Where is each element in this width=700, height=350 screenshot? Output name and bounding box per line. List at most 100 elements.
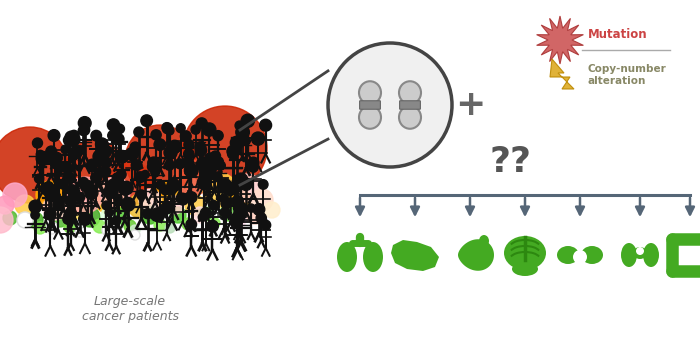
Circle shape [67,177,103,213]
Circle shape [108,161,152,205]
Circle shape [85,186,98,200]
Text: +: + [455,88,485,122]
Circle shape [47,189,60,202]
Circle shape [251,132,265,145]
Circle shape [66,133,80,146]
Circle shape [183,149,194,159]
Circle shape [34,222,46,234]
Circle shape [248,157,259,168]
Polygon shape [537,16,583,64]
Circle shape [220,205,236,221]
Circle shape [209,200,218,210]
Polygon shape [391,240,439,271]
Circle shape [65,140,125,200]
Circle shape [108,131,118,141]
Circle shape [112,216,120,225]
Circle shape [185,195,205,215]
FancyBboxPatch shape [360,101,380,109]
Circle shape [83,181,94,193]
Circle shape [119,183,131,195]
Circle shape [124,220,136,232]
Circle shape [196,158,210,171]
Circle shape [100,166,111,177]
Circle shape [36,152,50,166]
Circle shape [195,142,206,153]
Circle shape [69,151,78,160]
FancyBboxPatch shape [400,101,421,109]
Circle shape [95,138,108,150]
Circle shape [51,209,69,227]
Circle shape [168,140,181,153]
Circle shape [156,181,165,189]
Circle shape [174,160,210,196]
Circle shape [31,211,39,219]
Circle shape [264,202,280,218]
Circle shape [104,187,116,199]
Circle shape [64,221,76,233]
Circle shape [573,250,587,264]
Circle shape [236,125,249,139]
Circle shape [203,173,237,207]
Circle shape [183,106,267,190]
Circle shape [91,130,101,141]
Ellipse shape [504,236,546,270]
Circle shape [27,212,43,228]
Circle shape [234,174,262,202]
Circle shape [130,142,141,152]
Circle shape [170,207,186,223]
Circle shape [234,202,246,214]
Circle shape [256,213,267,223]
Ellipse shape [557,246,579,264]
Circle shape [69,186,80,196]
Circle shape [46,146,57,157]
Circle shape [121,197,135,211]
Circle shape [176,124,186,133]
Circle shape [204,153,216,165]
Circle shape [184,158,194,167]
Circle shape [15,195,35,215]
Circle shape [78,126,88,135]
Circle shape [148,157,159,168]
Ellipse shape [363,242,383,272]
Circle shape [164,161,174,170]
Circle shape [211,151,220,161]
Circle shape [63,214,73,224]
Circle shape [112,208,128,224]
Circle shape [130,230,140,240]
Circle shape [202,158,214,170]
Circle shape [48,130,60,141]
Text: Large-scale
cancer patients: Large-scale cancer patients [81,295,178,323]
Circle shape [328,43,452,167]
Circle shape [253,204,265,215]
Circle shape [141,170,149,178]
Circle shape [120,181,133,195]
Circle shape [40,183,52,195]
Circle shape [232,218,242,227]
Circle shape [154,139,166,150]
Circle shape [139,189,161,211]
Circle shape [61,162,70,171]
Circle shape [210,218,220,228]
Circle shape [166,127,174,135]
Circle shape [232,196,244,207]
Circle shape [44,208,56,220]
Circle shape [234,202,246,214]
Circle shape [61,145,70,154]
Circle shape [64,172,74,183]
Circle shape [46,222,58,234]
Ellipse shape [643,243,659,267]
Ellipse shape [621,243,637,267]
Circle shape [228,149,238,159]
Circle shape [113,194,122,202]
Circle shape [125,125,195,195]
Circle shape [214,157,223,167]
Circle shape [227,145,239,157]
Circle shape [50,158,62,169]
Circle shape [261,220,271,230]
Circle shape [65,196,76,206]
Circle shape [195,145,206,156]
Ellipse shape [399,106,421,129]
Circle shape [65,131,77,143]
Circle shape [113,134,124,145]
Circle shape [43,196,67,220]
